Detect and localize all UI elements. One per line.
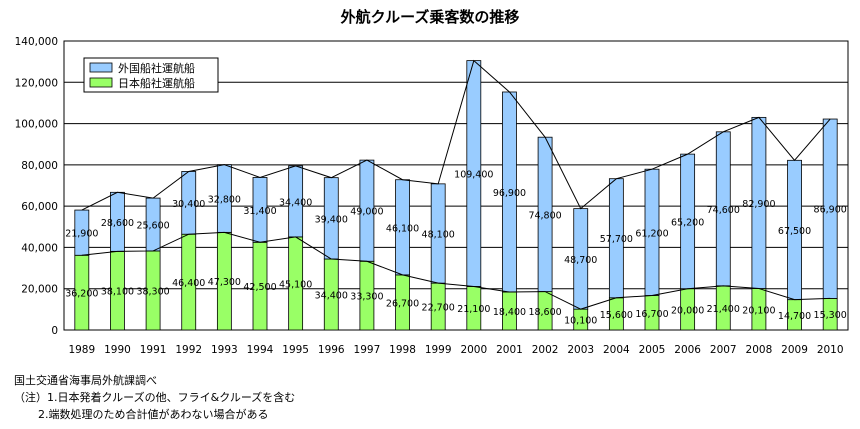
- data-label-japan: 45,100: [279, 279, 312, 290]
- data-label-japan: 16,700: [635, 309, 668, 320]
- data-label-japan: 38,100: [101, 287, 134, 298]
- x-tick-label: 1997: [354, 344, 381, 356]
- data-label-foreign: 57,700: [600, 234, 633, 245]
- data-label-foreign: 39,400: [315, 214, 348, 225]
- x-tick-label: 1998: [389, 344, 416, 356]
- data-label-japan: 10,100: [564, 316, 597, 327]
- data-label-japan: 46,400: [172, 278, 205, 289]
- x-tick-label: 2003: [567, 344, 594, 356]
- data-label-foreign: 109,400: [454, 170, 493, 181]
- y-tick-label: 0: [51, 325, 58, 337]
- data-label-japan: 34,400: [315, 290, 348, 301]
- note-1: （注）1.日本発着クルーズの他、フライ&クルーズを含む: [14, 391, 296, 404]
- data-label-foreign: 30,400: [172, 199, 205, 210]
- x-tick-label: 1990: [104, 344, 131, 356]
- data-label-japan: 22,700: [422, 303, 455, 314]
- axes: 0 20,000 40,000 60,000 80,000 100,000 120,000 1…: [15, 36, 844, 356]
- y-tick-label: 100,000: [15, 119, 58, 131]
- legend-swatch-japan: [89, 77, 113, 88]
- data-label-foreign: 96,900: [493, 188, 526, 199]
- x-tick-label: 1991: [140, 344, 167, 356]
- data-label-foreign: 86,900: [814, 205, 847, 216]
- data-label-foreign: 34,400: [279, 197, 312, 208]
- data-label-japan: 15,600: [600, 310, 633, 321]
- data-label-japan: 20,000: [671, 305, 704, 316]
- x-tick-label: 2010: [817, 344, 844, 356]
- data-label-foreign: 32,800: [208, 195, 241, 206]
- data-label-foreign: 46,100: [386, 223, 419, 234]
- line-japan: [81, 231, 831, 310]
- x-tick-label: 2008: [746, 344, 773, 356]
- data-label-japan: 21,400: [707, 304, 740, 315]
- chart-title: 外航クルーズ乗客数の推移: [340, 8, 520, 26]
- data-label-foreign: 28,600: [101, 218, 134, 229]
- x-tick-label: 1989: [68, 344, 95, 356]
- data-label-foreign: 61,200: [635, 228, 668, 239]
- y-tick-label: 140,000: [15, 36, 58, 48]
- data-label-japan: 18,600: [528, 307, 561, 318]
- x-tick-label: 2006: [674, 344, 701, 356]
- x-tick-label: 2000: [460, 344, 487, 356]
- data-label-foreign: 65,200: [671, 217, 704, 228]
- line-total: [81, 59, 831, 211]
- data-label-foreign: 82,900: [742, 199, 775, 210]
- data-label-foreign: 31,400: [243, 206, 276, 217]
- data-label-japan: 38,300: [136, 286, 169, 297]
- data-label-japan: 33,300: [350, 292, 383, 303]
- y-tick-label: 80,000: [21, 160, 58, 172]
- x-tick-label: 1999: [425, 344, 452, 356]
- data-label-foreign: 67,500: [778, 226, 811, 237]
- data-label-foreign: 74,800: [528, 210, 561, 221]
- data-label-japan: 47,300: [208, 277, 241, 288]
- x-tick-label: 2002: [532, 344, 559, 356]
- y-tick-label: 40,000: [21, 242, 58, 254]
- x-tick-label: 2004: [603, 344, 630, 356]
- x-tick-label: 2001: [496, 344, 523, 356]
- x-tick-label: 1995: [282, 344, 309, 356]
- y-tick-label: 120,000: [15, 77, 58, 89]
- series-lines: [81, 59, 831, 310]
- data-label-foreign: 21,900: [65, 229, 98, 240]
- x-tick-label: 1992: [175, 344, 202, 356]
- note-2: 2.端数処理のため合計値があわない場合がある: [38, 408, 269, 421]
- x-tick-label: 2009: [781, 344, 808, 356]
- data-label-foreign: 25,600: [136, 221, 169, 232]
- data-labels: 36,200 21,900 38,100 28,600 38,300 25,600 46,4…: [65, 170, 847, 327]
- data-label-japan: 18,400: [493, 307, 526, 318]
- data-label-japan: 26,700: [386, 298, 419, 309]
- y-tick-label: 20,000: [21, 284, 58, 296]
- data-label-foreign: 74,600: [707, 205, 740, 216]
- y-tick-label: 60,000: [21, 201, 58, 213]
- data-label-foreign: 48,100: [422, 229, 455, 240]
- x-tick-label: 1994: [247, 344, 274, 356]
- x-tick-label: 2007: [710, 344, 737, 356]
- data-label-japan: 42,500: [243, 282, 276, 293]
- x-tick-label: 1993: [211, 344, 238, 356]
- legend-swatch-foreign: [89, 62, 113, 73]
- data-label-japan: 21,100: [457, 304, 490, 315]
- legend-label-japan: 日本船社運航船: [118, 76, 195, 90]
- legend-label-foreign: 外国船社運航船: [118, 61, 195, 75]
- data-label-foreign: 49,000: [350, 207, 383, 218]
- bars: [74, 60, 838, 331]
- data-label-japan: 14,700: [778, 311, 811, 322]
- data-label-foreign: 48,700: [564, 255, 597, 266]
- data-label-japan: 36,200: [65, 289, 98, 300]
- x-tick-label: 1996: [318, 344, 345, 356]
- x-tick-label: 2005: [639, 344, 666, 356]
- data-label-japan: 15,300: [814, 310, 847, 321]
- source-note: 国土交通省海事局外航課調べ: [14, 374, 157, 387]
- data-label-japan: 20,100: [742, 305, 775, 316]
